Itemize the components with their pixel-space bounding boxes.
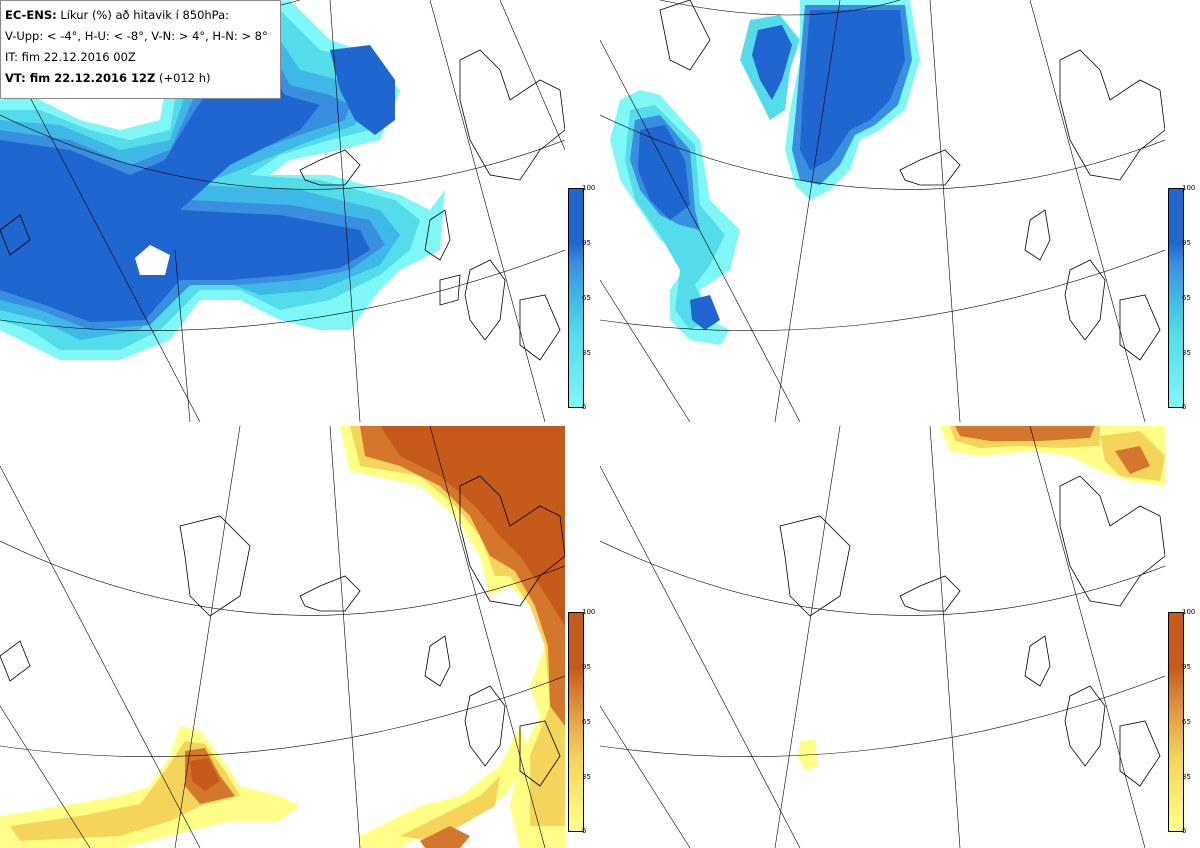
- tick-label: 100: [1182, 608, 1196, 616]
- tick-label: 95: [1182, 663, 1191, 671]
- colorbar-warm-bottom-right: [1168, 612, 1184, 832]
- tick-label: 5: [1182, 403, 1187, 411]
- cold-anomaly-map: [0, 0, 565, 422]
- graticule: [600, 426, 1165, 848]
- warm-anomaly-map: [0, 426, 565, 848]
- tick-label: 35: [1182, 773, 1191, 781]
- tick-label: 95: [582, 663, 591, 671]
- tick-label: 100: [582, 608, 596, 616]
- colorbar-cold-top-left: [568, 188, 584, 408]
- tick-label: 65: [1182, 718, 1191, 726]
- colorbar-cold-top-right: [1168, 188, 1184, 408]
- coastlines: [779, 475, 1165, 787]
- tick-label: 5: [1182, 827, 1187, 835]
- tick-label: 95: [582, 239, 591, 247]
- coastlines: [0, 475, 565, 787]
- tick-label: 65: [582, 718, 591, 726]
- tick-label: 35: [582, 349, 591, 357]
- map-panel-cold-minus4: EC-ENS: Líkur (%) að hitavik í 850hPa: V…: [0, 0, 565, 422]
- legend-line-initial-time: IT: fim 22.12.2016 00Z: [5, 50, 136, 64]
- legend-line-title: EC-ENS: Líkur (%) að hitavik í 850hPa:: [5, 8, 230, 22]
- probability-fill: [610, 0, 920, 345]
- colorbar-warm-bottom-left: [568, 612, 584, 832]
- tick-label: 35: [1182, 349, 1191, 357]
- cold-anomaly-map-strong: [600, 0, 1165, 422]
- tick-label: 65: [582, 294, 591, 302]
- probability-fill: [0, 426, 565, 848]
- coastlines: [659, 0, 1165, 361]
- warm-anomaly-map-strong: [600, 426, 1165, 848]
- tick-label: 35: [582, 773, 591, 781]
- map-panel-warm-plus8: [600, 426, 1165, 848]
- legend-line-thresholds: V-Upp: < -4°, H-U: < -8°, V-N: > 4°, H-N…: [5, 29, 268, 43]
- tick-label: 100: [582, 184, 596, 192]
- map-panel-cold-minus8: [600, 0, 1165, 422]
- tick-label: 95: [1182, 239, 1191, 247]
- tick-label: 100: [1182, 184, 1196, 192]
- tick-label: 5: [582, 403, 587, 411]
- legend-box: EC-ENS: Líkur (%) að hitavik í 850hPa: V…: [0, 0, 281, 99]
- graticule: [600, 0, 1165, 422]
- tick-label: 5: [582, 827, 587, 835]
- graticule: [0, 426, 565, 848]
- legend-line-valid-time: VT: fim 22.12.2016 12Z (+012 h): [5, 71, 211, 85]
- coastlines: [0, 49, 565, 361]
- tick-label: 65: [1182, 294, 1191, 302]
- map-panel-warm-plus4: [0, 426, 565, 848]
- probability-fill: [0, 0, 445, 360]
